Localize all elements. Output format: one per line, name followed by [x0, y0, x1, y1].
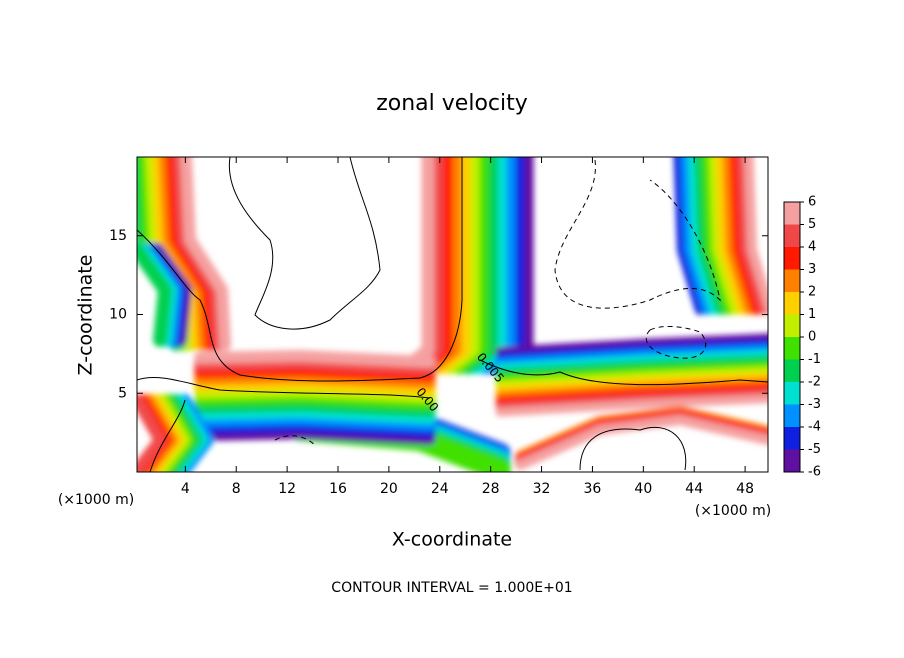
x-tick-label: 40 — [634, 481, 652, 497]
field-band — [495, 344, 768, 367]
y-unit: (×1000 m) — [58, 492, 134, 508]
x-tick-label: 20 — [380, 481, 398, 497]
contour-line — [137, 157, 463, 382]
field-band — [495, 350, 768, 373]
footer: CONTOUR INTERVAL = 1.000E+01 — [331, 580, 572, 596]
field-band — [194, 413, 436, 431]
y-axis-label: Z-coordinate — [75, 255, 97, 376]
x-tick-label: 24 — [431, 481, 449, 497]
field-band — [736, 157, 768, 315]
y-tick-label: 5 — [118, 385, 127, 401]
x-tick-label: 8 — [232, 481, 241, 497]
field-band — [179, 157, 231, 351]
x-axis-label: X-coordinate — [392, 529, 512, 551]
x-tick-label: 16 — [329, 481, 347, 497]
field-band — [194, 357, 436, 375]
colorbar-band — [784, 202, 800, 225]
colorbar-label: -5 — [808, 442, 821, 457]
field-band — [194, 371, 436, 389]
x-unit: (×1000 m) — [695, 503, 771, 519]
contour-line-negative — [645, 326, 707, 359]
field-band — [495, 339, 768, 362]
x-tick-label: 36 — [584, 481, 602, 497]
field-band — [495, 372, 768, 395]
colorbar-label: 6 — [808, 195, 816, 210]
colorbar-label: -4 — [808, 420, 821, 435]
field-band — [495, 388, 768, 411]
colorbar-label: -1 — [808, 352, 821, 367]
field-band — [673, 157, 705, 315]
field-band — [495, 366, 768, 389]
colorbar-band — [784, 359, 800, 382]
y-tick-label: 15 — [109, 228, 127, 244]
colorbar-band — [784, 224, 800, 247]
colorbar-label: 0 — [808, 330, 816, 345]
x-tick-label: 32 — [533, 481, 551, 497]
field-band — [194, 392, 436, 410]
colorbar-band — [784, 269, 800, 292]
field-layer — [137, 157, 768, 472]
colorbar-band — [784, 292, 800, 315]
field-band — [495, 383, 768, 406]
field-band — [194, 378, 436, 396]
contour-line-negative — [274, 435, 316, 446]
colorbar-band — [784, 382, 800, 405]
field-band — [194, 399, 436, 417]
x-tick-label: 48 — [736, 481, 754, 497]
colorbar-label: -3 — [808, 397, 821, 412]
chart-title: zonal velocity — [376, 91, 528, 116]
field-band — [194, 350, 436, 368]
colorbar-band — [784, 247, 800, 270]
contour-line-negative — [554, 159, 721, 309]
colorbar-label: 4 — [808, 240, 816, 255]
field-band — [495, 355, 768, 378]
field-band — [194, 406, 436, 424]
colorbar-label: 3 — [808, 262, 816, 277]
field-band — [687, 157, 719, 315]
field-band — [722, 157, 754, 315]
field-band — [495, 394, 768, 417]
contour-line — [479, 359, 768, 386]
x-tick-label: 28 — [482, 481, 500, 497]
contour-lines — [137, 157, 768, 472]
colorbar-band — [784, 404, 800, 427]
contour-line — [137, 376, 431, 399]
field-band — [515, 415, 768, 470]
colorbar-label: 5 — [808, 217, 816, 232]
contour-line — [579, 426, 687, 471]
x-tick-label: 44 — [685, 481, 703, 497]
colorbar-band — [784, 427, 800, 450]
field-band — [495, 333, 768, 356]
colorbar-label: -2 — [808, 375, 821, 390]
x-tick-label: 12 — [278, 481, 296, 497]
field-band — [137, 394, 166, 472]
colorbar-band — [784, 449, 800, 472]
colorbar-label: 1 — [808, 307, 816, 322]
field-band — [729, 157, 761, 315]
contour-field — [137, 157, 768, 472]
x-tick-label: 4 — [181, 481, 190, 497]
field-band — [708, 157, 740, 315]
field-band — [701, 157, 733, 315]
field-band — [495, 377, 768, 400]
field-band — [743, 157, 768, 315]
field-band — [495, 361, 768, 384]
field-band — [194, 427, 436, 445]
contour-line — [228, 157, 381, 330]
field-band — [680, 157, 712, 315]
colorbar: 6 5 4 3 2 1 0 -1 -2 -3 -4 -5 -6 — [783, 195, 821, 480]
y-tick-label: 10 — [109, 307, 127, 323]
colorbar-band — [784, 337, 800, 360]
field-band — [194, 420, 436, 438]
colorbar-band — [784, 314, 800, 337]
colorbar-label: 2 — [808, 285, 816, 300]
field-band — [715, 157, 747, 315]
colorbar-label: -6 — [808, 465, 821, 480]
field-band — [137, 243, 172, 347]
field-band — [694, 157, 726, 315]
contour-line — [149, 399, 186, 472]
